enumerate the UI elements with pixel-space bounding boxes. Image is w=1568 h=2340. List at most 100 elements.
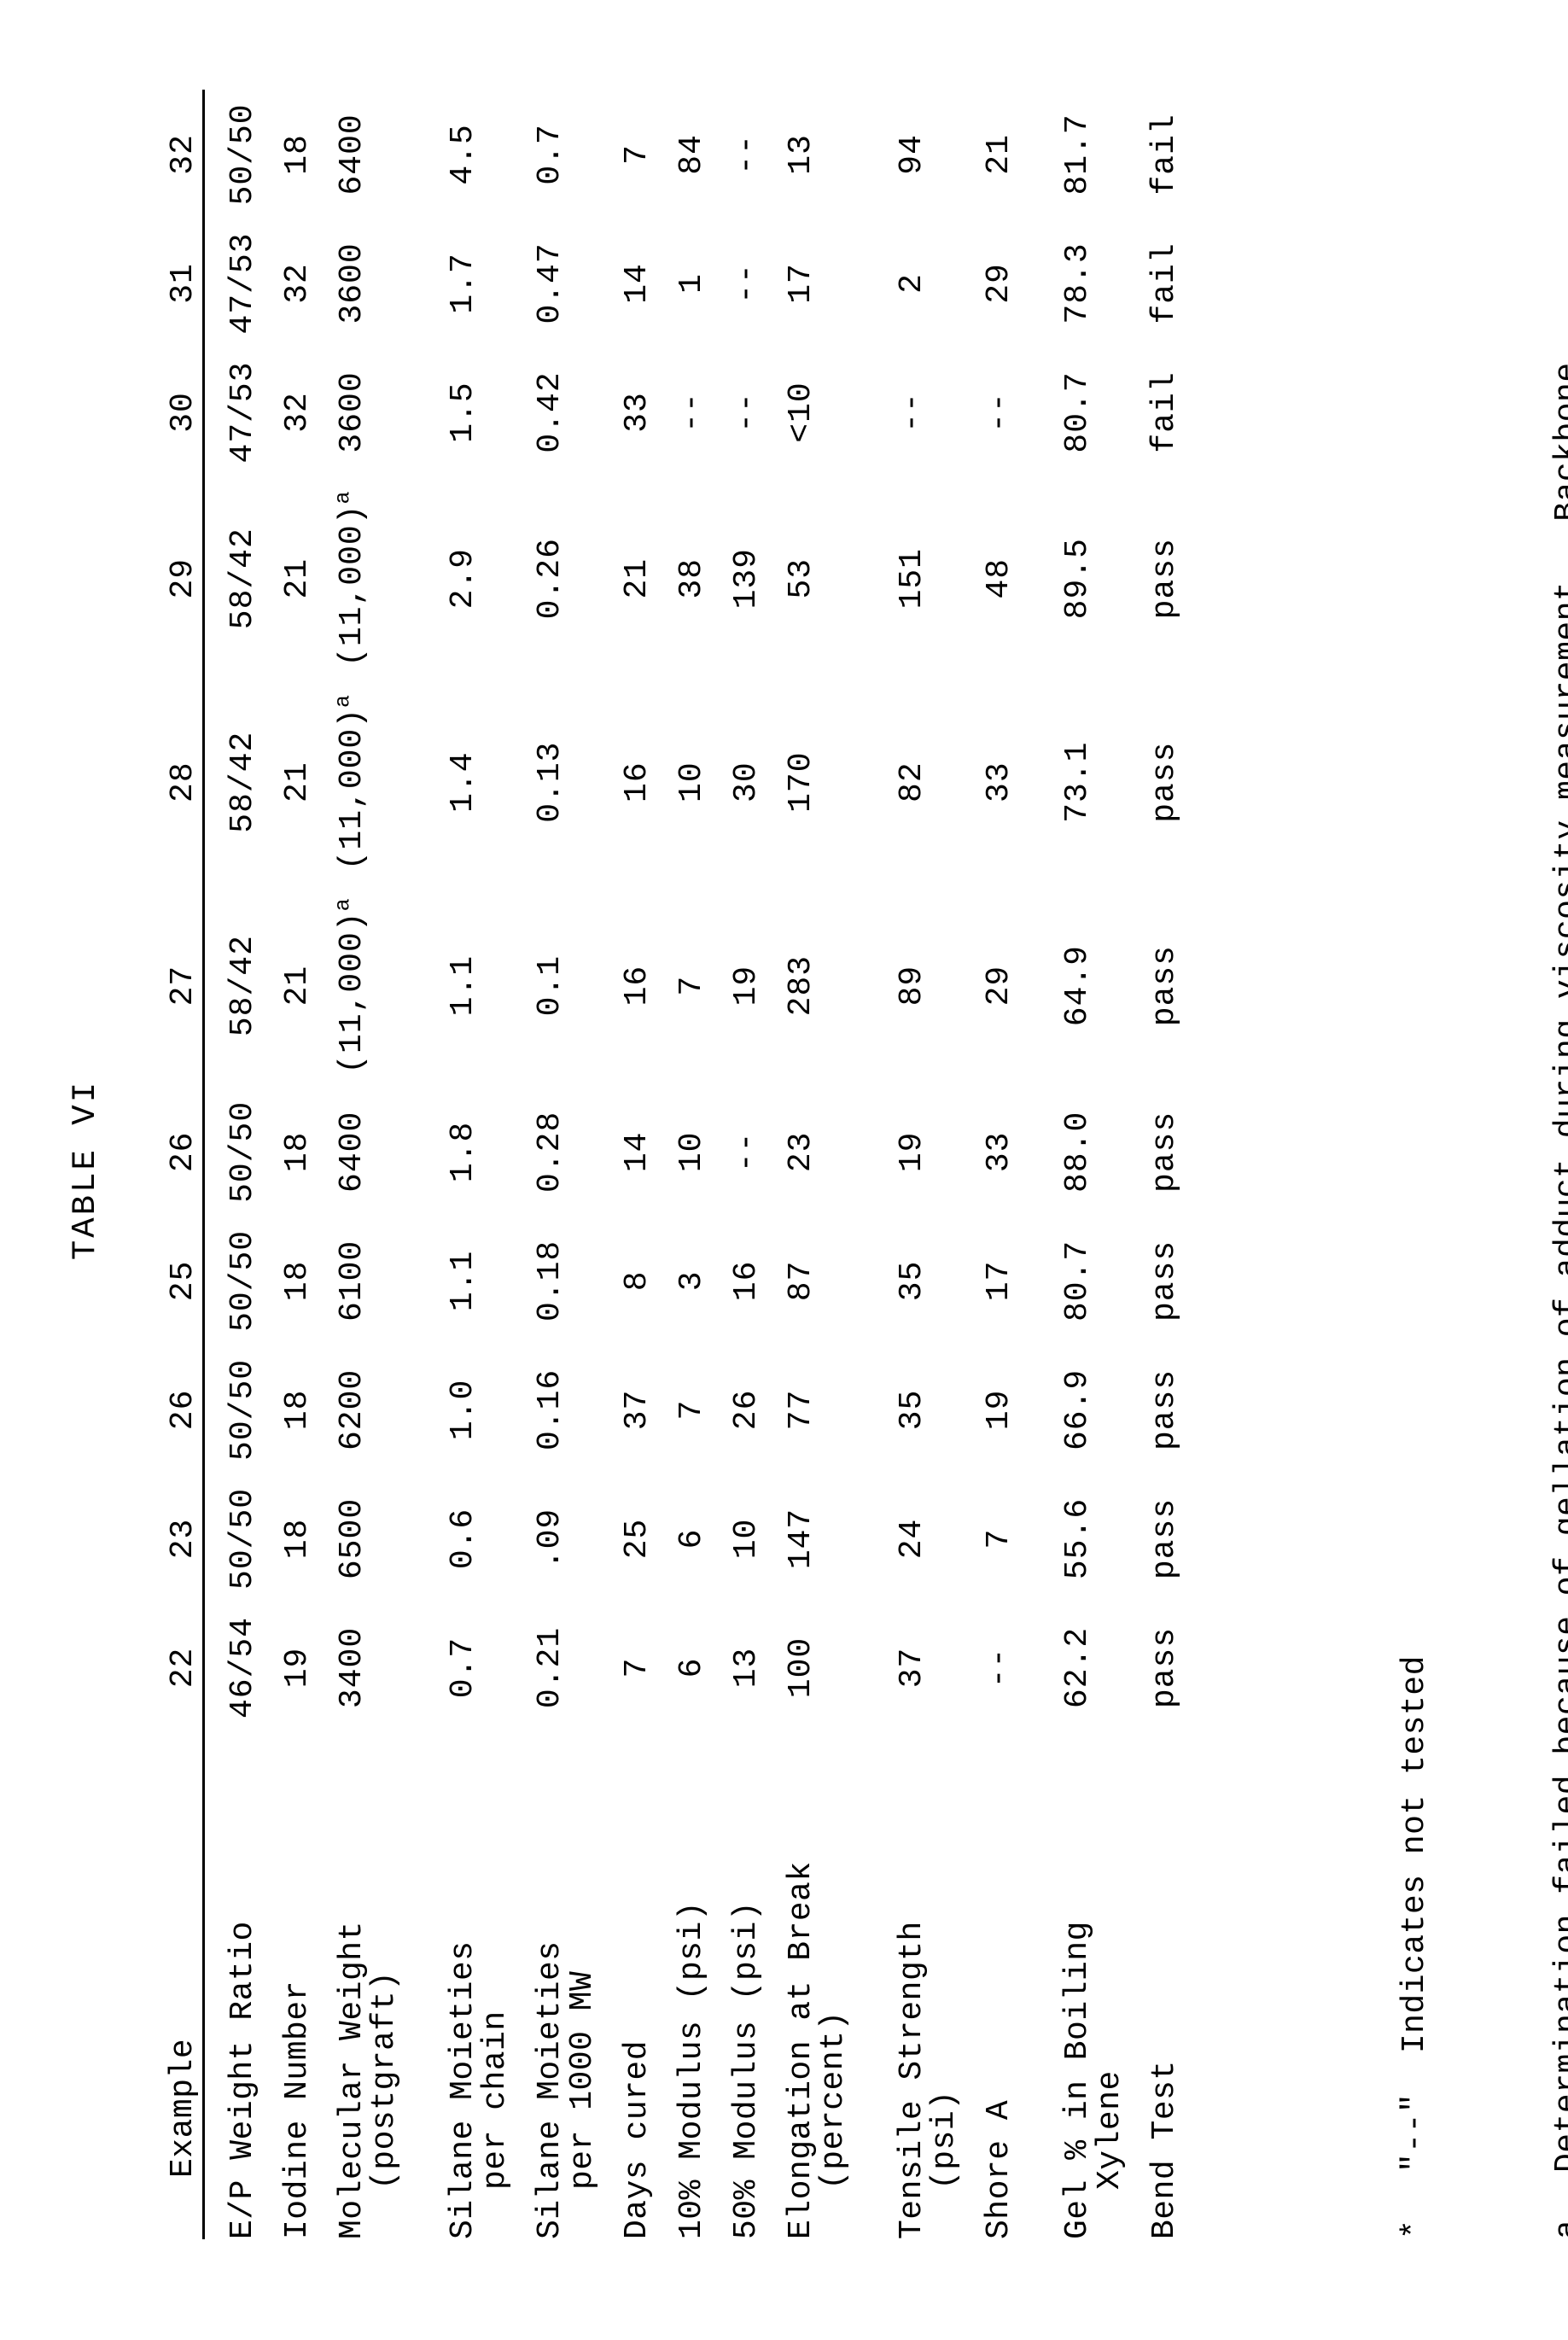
cell: 73.1: [1016, 680, 1127, 884]
row-label-line1: Days cured: [619, 2040, 656, 2239]
cell: 84: [654, 90, 708, 219]
cell: 10: [654, 1088, 708, 1217]
column-header-23: 23: [167, 1474, 204, 1603]
cell: 1.7: [401, 219, 512, 347]
cell: 62.2: [1016, 1603, 1127, 1732]
cell: 1.1: [401, 884, 512, 1087]
row-label-line2: per chain: [480, 1761, 512, 2239]
cell: 100: [763, 1603, 850, 1732]
cell: 6400: [314, 1088, 401, 1217]
cell: pass: [1127, 1345, 1181, 1474]
row-label-silane-moieties-per-1000-mw: Silane Moietiesper 1000 MW: [512, 1732, 599, 2239]
cell: 50/50: [204, 1474, 260, 1603]
cell: 25: [599, 1474, 654, 1603]
cell: 1.0: [401, 1345, 512, 1474]
cell: 7: [599, 90, 654, 219]
cell: 2: [850, 219, 961, 347]
cell: 6200: [314, 1345, 401, 1474]
cell: 14: [599, 1088, 654, 1217]
table-row: Days cured 7 25 37 8 14 16 16 21 33 14 7: [599, 90, 654, 2239]
cell: 88.0: [1016, 1088, 1127, 1217]
cell: 147: [763, 1474, 850, 1603]
table-row: Iodine Number 19 18 18 18 18 21 21 21 32…: [259, 90, 314, 2239]
cell: 48: [961, 476, 1016, 680]
cell: 0.1: [512, 884, 599, 1087]
table-row: 10% Modulus (psi) 6 6 7 3 10 7 10 38 -- …: [654, 90, 708, 2239]
cell: <10: [763, 347, 850, 476]
cell: 87: [763, 1217, 850, 1345]
row-label-line1: Shore A: [981, 2100, 1017, 2239]
cell: 0.16: [512, 1345, 599, 1474]
cell: 16: [599, 884, 654, 1087]
table-row: 50% Modulus (psi) 13 10 26 16 -- 19 30 1…: [708, 90, 763, 2239]
row-label-line1: Silane Moieties: [532, 1940, 568, 2239]
cell: 50/50: [204, 90, 260, 219]
cell: 21: [259, 476, 314, 680]
row-label-line2: per 1000 MW: [567, 1761, 599, 2239]
cell: 58/42: [204, 680, 260, 884]
cell: 53: [763, 476, 850, 680]
cell: --: [961, 347, 1016, 476]
cell: 3400: [314, 1603, 401, 1732]
column-header-27: 27: [167, 884, 204, 1087]
row-label-bend-test: Bend Test: [1127, 1732, 1181, 2239]
cell: --: [654, 347, 708, 476]
cell: 7: [654, 1345, 708, 1474]
cell: 7: [599, 1603, 654, 1732]
cell: 0.26: [512, 476, 599, 680]
page-title: TABLE VI: [67, 0, 104, 2340]
row-label-line1: 50% Modulus (psi): [728, 1901, 765, 2239]
cell: 37: [599, 1345, 654, 1474]
cell: --: [708, 90, 763, 219]
cell: .09: [512, 1474, 599, 1603]
cell: 17: [763, 219, 850, 347]
cell: 21: [599, 476, 654, 680]
cell: pass: [1127, 1217, 1181, 1345]
cell: 19: [259, 1603, 314, 1732]
cell: (11,000)a: [314, 884, 401, 1087]
row-label-line1: Molecular Weight: [334, 1921, 370, 2239]
cell: 3600: [314, 347, 401, 476]
cell: 283: [763, 884, 850, 1087]
cell: 0.18: [512, 1217, 599, 1345]
table-body: E/P Weight Ratio 46/54 50/50 50/50 50/50…: [204, 90, 1182, 2239]
cell: 24: [850, 1474, 961, 1603]
cell: 29: [961, 219, 1016, 347]
cell: --: [961, 1603, 1016, 1732]
cell: pass: [1127, 1603, 1181, 1732]
cell: 0.28: [512, 1088, 599, 1217]
footnote-asterisk: * "--" Indicates not tested: [1391, 362, 1438, 2239]
cell: 78.3: [1016, 219, 1127, 347]
table-row: E/P Weight Ratio 46/54 50/50 50/50 50/50…: [204, 90, 260, 2239]
column-header-26b: 26: [167, 1088, 204, 1217]
cell: 19: [850, 1088, 961, 1217]
column-header-28: 28: [167, 680, 204, 884]
cell: 6: [654, 1474, 708, 1603]
cell: 6: [654, 1603, 708, 1732]
cell: 58/42: [204, 884, 260, 1087]
row-label-molecular-weight: Molecular Weight(postgraft): [314, 1732, 401, 2239]
cell: 0.13: [512, 680, 599, 884]
row-label-gel-percent-in-boiling-xylene: Gel % in BoilingXylene: [1016, 1732, 1127, 2239]
footnote-ref-a: a: [330, 897, 355, 911]
footnote-text: "--" Indicates not tested: [1391, 1655, 1438, 2173]
cell: 21: [259, 884, 314, 1087]
column-header-32: 32: [167, 90, 204, 219]
patent-page: TABLE VI Example 22 23 26 25 26 27 28 29…: [0, 0, 1568, 2340]
cell: 0.7: [401, 1603, 512, 1732]
cell: (11,000)a: [314, 476, 401, 680]
cell: 14: [599, 219, 654, 347]
row-label-line1: E/P Weight Ratio: [224, 1921, 261, 2239]
cell: 58/42: [204, 476, 260, 680]
cell: pass: [1127, 884, 1181, 1087]
cell: 8: [599, 1217, 654, 1345]
row-label-line2: (postgraft): [369, 1761, 401, 2239]
cell: 47/53: [204, 347, 260, 476]
footnote-marker: a: [1544, 2173, 1568, 2239]
cell: 35: [850, 1345, 961, 1474]
column-header-26a: 26: [167, 1345, 204, 1474]
cell: 0.42: [512, 347, 599, 476]
row-label-line1: Iodine Number: [279, 1981, 316, 2239]
cell: 81.7: [1016, 90, 1127, 219]
cell: 0.47: [512, 219, 599, 347]
